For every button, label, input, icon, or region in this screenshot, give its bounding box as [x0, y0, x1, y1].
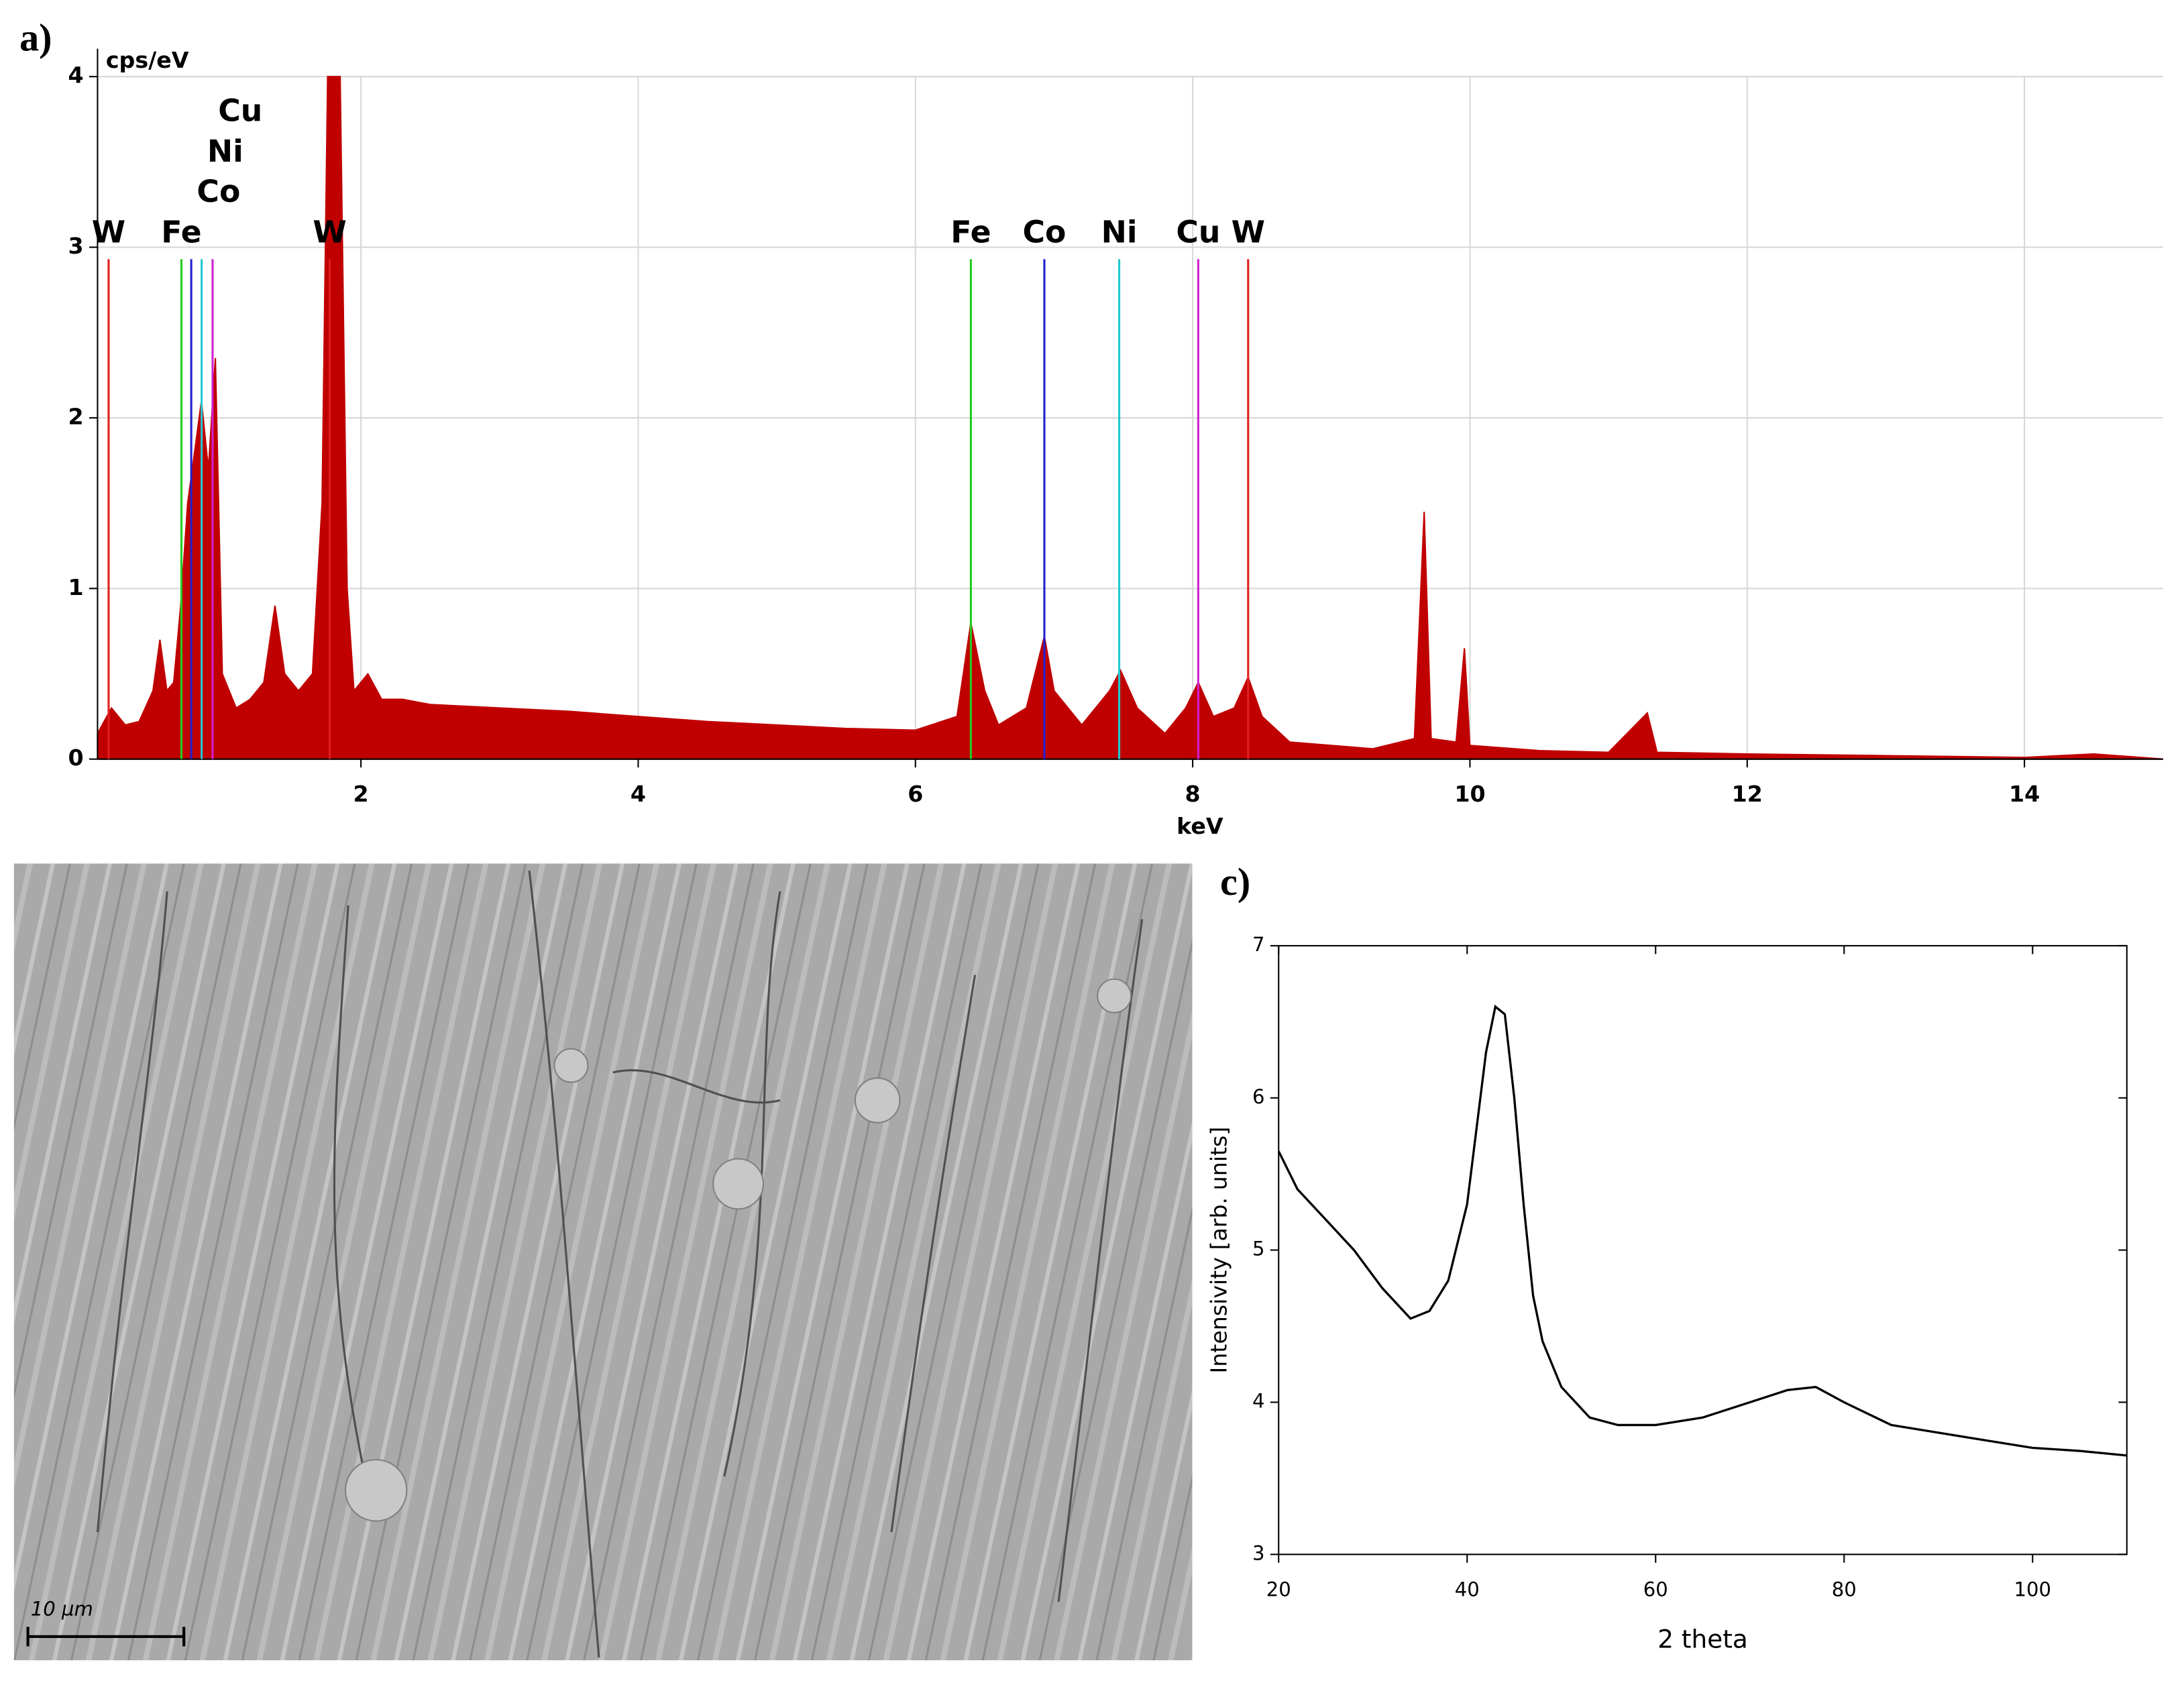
- x-tick-label: 6: [908, 781, 923, 807]
- x-tick-label: 8: [1185, 781, 1201, 807]
- x-tick-label: 2: [353, 781, 369, 807]
- x-tick-label: 4: [631, 781, 646, 807]
- scale-bar-label: 10 µm: [31, 1597, 93, 1620]
- y-tick-label: 3: [1252, 1541, 1265, 1564]
- element-label: Co: [197, 174, 240, 209]
- y-tick-label: 2: [68, 403, 84, 429]
- x-tick-label: 10: [1454, 781, 1485, 807]
- y-tick-label: 4: [68, 62, 84, 89]
- x-axis-label: 2 theta: [1657, 1625, 1748, 1654]
- y-tick-label: 5: [1252, 1238, 1265, 1260]
- element-label: Fe: [161, 214, 201, 250]
- chart: 3 4 5 6 7 20 40 60 80 100 2 theta Intensivity [arb.…: [1206, 933, 2128, 1654]
- x-axis-label: keV: [1177, 813, 1223, 839]
- element-label: Co: [1023, 214, 1067, 250]
- element-label: W: [1232, 214, 1265, 250]
- y-axis-label: Intensivity [arb. units]: [1206, 1127, 1232, 1374]
- plot-area: [1278, 944, 2128, 1556]
- element-label: Ni: [1101, 214, 1138, 250]
- y-tick-label: 1: [68, 574, 84, 600]
- element-label: Cu: [1176, 214, 1220, 250]
- sem-image: 10 µm: [13, 863, 1193, 1661]
- y-tick-label: 7: [1252, 933, 1265, 956]
- panel-label: c): [1220, 860, 1250, 904]
- x-tick-label: 20: [1266, 1578, 1291, 1600]
- element-label: Fe: [950, 214, 991, 250]
- y-tick-label: 4: [1252, 1389, 1265, 1412]
- element-label: W: [313, 214, 346, 250]
- element-label: Cu: [218, 93, 262, 129]
- x-tick-label: 100: [2014, 1578, 2051, 1600]
- x-tick-label: 80: [1832, 1578, 1857, 1600]
- x-tick-label: 12: [1732, 781, 1763, 807]
- x-tick-label: 14: [2009, 781, 2040, 807]
- y-tick-label: 3: [68, 233, 84, 259]
- element-label: W: [92, 214, 125, 250]
- y-axis-label: cps/eV: [106, 47, 189, 73]
- x-tick-label: 40: [1455, 1578, 1480, 1600]
- x-tick-label: 60: [1643, 1578, 1668, 1600]
- y-tick-label: 0: [68, 745, 84, 771]
- panel-label: a): [19, 16, 52, 60]
- element-label: Ni: [207, 133, 243, 169]
- y-tick-label: 6: [1252, 1085, 1265, 1108]
- pattern-line: [1277, 1004, 2127, 1457]
